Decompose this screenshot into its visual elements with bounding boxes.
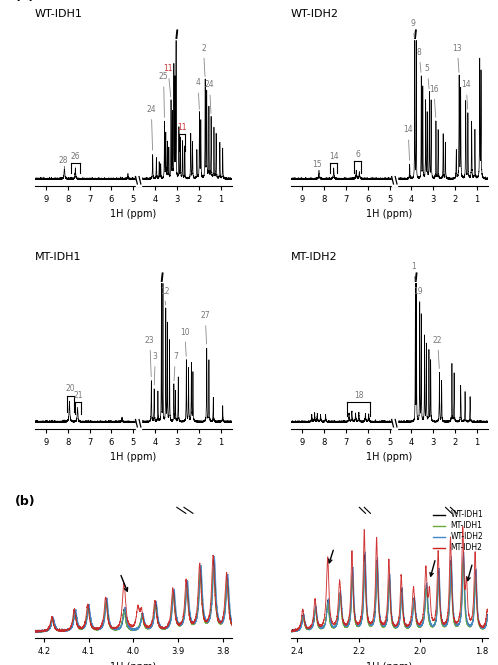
- Text: 2: 2: [201, 44, 206, 76]
- Text: 7: 7: [173, 352, 178, 381]
- Text: 16: 16: [429, 84, 439, 118]
- Text: 8: 8: [417, 48, 421, 72]
- Text: 9: 9: [410, 19, 415, 38]
- Text: 15: 15: [312, 160, 322, 169]
- Text: MT-IDH1: MT-IDH1: [35, 252, 81, 262]
- Text: 18: 18: [354, 390, 364, 400]
- X-axis label: 1H (ppm): 1H (ppm): [110, 452, 156, 462]
- Text: MT-IDH2: MT-IDH2: [291, 252, 338, 262]
- Text: (a): (a): [15, 0, 35, 3]
- Text: 11: 11: [177, 123, 187, 132]
- Text: WT-IDH2: WT-IDH2: [291, 9, 339, 19]
- X-axis label: 1H (ppm): 1H (ppm): [367, 662, 413, 665]
- Text: 14: 14: [403, 126, 413, 160]
- Text: 24: 24: [205, 80, 214, 113]
- Text: 10: 10: [180, 328, 190, 356]
- X-axis label: 1H (ppm): 1H (ppm): [367, 452, 413, 462]
- Text: 24: 24: [146, 105, 156, 150]
- Text: 21: 21: [73, 390, 83, 400]
- Text: 12: 12: [160, 287, 169, 305]
- Legend: WT-IDH1, MT-IDH1, WT-IDH2, MT-IDH2: WT-IDH1, MT-IDH1, WT-IDH2, MT-IDH2: [430, 507, 487, 555]
- Text: 14: 14: [461, 80, 471, 109]
- Text: 23: 23: [145, 336, 154, 376]
- Text: 6: 6: [356, 150, 360, 159]
- Text: 4: 4: [196, 78, 200, 109]
- Text: 13: 13: [453, 44, 462, 72]
- X-axis label: 1H (ppm): 1H (ppm): [110, 209, 156, 219]
- X-axis label: 1H (ppm): 1H (ppm): [367, 209, 413, 219]
- Text: 14: 14: [329, 152, 339, 161]
- Text: (b): (b): [15, 495, 36, 508]
- Text: WT-IDH1: WT-IDH1: [35, 9, 83, 19]
- Text: 27: 27: [200, 311, 210, 344]
- Text: 25: 25: [159, 72, 168, 118]
- Text: 3: 3: [153, 352, 158, 385]
- Text: 19: 19: [413, 287, 423, 302]
- Text: 28: 28: [58, 156, 68, 165]
- Text: 11: 11: [163, 64, 173, 97]
- X-axis label: 1H (ppm): 1H (ppm): [110, 662, 156, 665]
- Text: 22: 22: [433, 336, 442, 368]
- Text: 26: 26: [71, 152, 80, 161]
- Text: 1: 1: [411, 262, 415, 281]
- Text: 20: 20: [65, 384, 75, 394]
- Text: 5: 5: [425, 64, 430, 88]
